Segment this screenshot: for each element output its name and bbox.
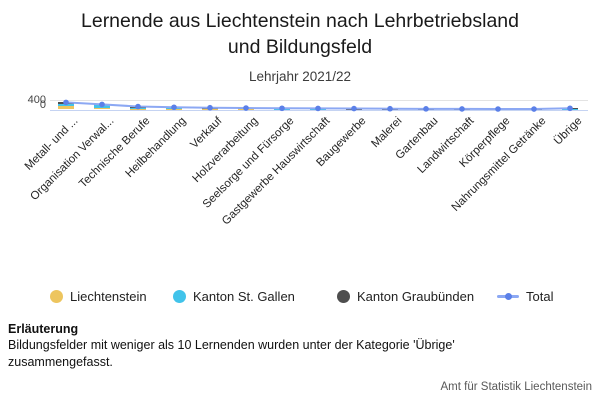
gridline-400 — [50, 100, 588, 101]
legend-item-st-gallen[interactable]: Kanton St. Gallen — [173, 289, 295, 304]
chart-title-line-1: Lernende aus Liechtenstein nach Lehrbetr… — [81, 10, 519, 32]
total-dot-marker — [387, 105, 393, 112]
total-line-icon — [497, 290, 519, 303]
legend: Liechtenstein Kanton St. Gallen Kanton G… — [0, 289, 600, 309]
legend-label-liechtenstein: Liechtenstein — [70, 289, 147, 304]
total-dot-marker — [243, 105, 249, 111]
source-attribution: Amt für Statistik Liechtenstein — [440, 381, 592, 393]
legend-label-st-gallen: Kanton St. Gallen — [193, 289, 295, 304]
legend-item-total[interactable]: Total — [497, 289, 553, 304]
chart-subtitle: Lehrjahr 2021/22 — [248, 69, 352, 84]
total-dot-marker — [351, 105, 357, 112]
footnote-heading: Erläuterung — [8, 322, 79, 336]
legend-label-graubuenden: Kanton Graubünden — [357, 289, 475, 304]
chart-title: Lernende aus Liechtenstein nach Lehrbetr… — [0, 8, 600, 60]
total-dot-marker — [567, 105, 573, 112]
st-gallen-swatch — [173, 290, 186, 303]
graubuenden-swatch — [337, 290, 350, 303]
total-dot-marker — [459, 106, 465, 112]
total-dot-marker — [135, 103, 141, 110]
total-dot-marker — [495, 106, 501, 112]
total-dot-marker — [531, 106, 537, 112]
bar-segment — [58, 106, 74, 110]
total-dot-marker — [207, 104, 213, 111]
legend-label-total: Total — [526, 289, 554, 304]
total-dot-marker — [171, 104, 177, 111]
total-dot-marker — [423, 106, 429, 112]
bar-segment — [94, 107, 110, 110]
y-axis-tick: 0 — [39, 98, 46, 111]
legend-item-graubuenden[interactable]: Kanton Graubünden — [337, 289, 474, 304]
footnote-text: Bildungsfelder mit weniger als 10 Lernen… — [8, 338, 455, 369]
legend-item-liechtenstein[interactable]: Liechtenstein — [50, 289, 147, 304]
y-axis-tick: 400 — [27, 94, 46, 106]
liechtenstein-swatch — [50, 290, 63, 303]
total-dot-marker — [99, 101, 105, 108]
total-dot-marker — [315, 105, 321, 112]
total-dot-marker — [279, 105, 285, 112]
chart-title-line-2: und Bildungsfeld — [227, 36, 373, 58]
total-dot-marker — [63, 99, 69, 106]
